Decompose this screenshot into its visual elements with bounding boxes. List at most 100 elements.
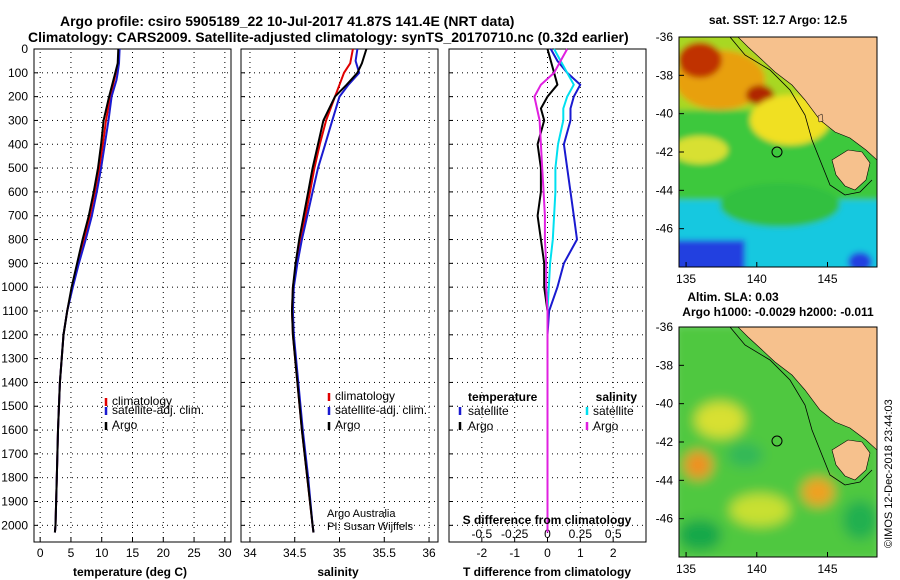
grid-dot [497,310,498,312]
grid-dot [612,197,614,198]
grid-dot [457,262,458,264]
grid-dot [249,202,251,203]
grid-dot [67,524,68,526]
grid-dot [579,197,581,198]
grid-dot [122,286,123,288]
grid-dot [339,292,340,293]
grid-dot [284,239,285,241]
grid-dot [101,247,103,248]
grid-dot [577,72,578,74]
grid-dot [299,429,300,431]
grid-dot [224,132,226,133]
map-ytick-label: -44 [656,473,674,487]
grid-dot [132,432,133,433]
grid-dot [249,267,251,268]
grid-dot [72,453,73,455]
grid-dot [70,362,72,363]
grid-dot [222,191,223,193]
grid-dot [404,358,405,360]
grid-dot [269,334,270,336]
grid-dot [162,447,164,448]
grid-dot [637,48,638,50]
grid-dot [72,167,73,169]
grid-dot [612,352,614,353]
grid-dot [70,232,72,233]
grid-dot [70,132,72,133]
grid-dot [632,310,633,312]
grid-dot [394,72,395,74]
grid-dot [409,429,410,431]
grid-dot [481,252,483,253]
grid-dot [339,372,340,373]
grid-dot [227,429,228,431]
grid-dot [339,62,340,63]
grid-dot [517,429,518,431]
grid-dot [142,96,143,98]
grid-dot [592,334,593,336]
grid-dot [383,277,385,278]
grid-dot [514,377,516,378]
grid-dot [82,72,83,74]
grid-dot [428,467,430,468]
xtick-label: 34.5 [283,546,307,560]
grid-dot [162,157,164,158]
grid-dot [39,522,41,523]
grid-dot [294,167,295,169]
grid-dot [57,501,58,503]
grid-dot [70,472,72,473]
grid-dot [507,358,508,360]
grid-dot [404,119,405,121]
grid-dot [101,52,103,53]
grid-dot [607,286,608,288]
grid-dot [193,242,195,243]
grid-dot [132,524,133,526]
grid-dot [622,72,623,74]
grid-dot [132,502,133,503]
grid-dot [587,167,588,169]
grid-dot [304,381,305,383]
grid-dot [101,447,103,448]
grid-dot [294,242,296,243]
grid-dot [472,524,473,526]
grid-dot [294,402,296,403]
grid-dot [587,334,588,336]
grid-dot [339,207,340,208]
grid-dot [622,167,623,169]
grid-dot [339,117,340,118]
grid-dot [507,334,508,336]
grid-dot [339,272,340,273]
grid-dot [497,286,498,288]
grid-dot [477,239,478,241]
grid-dot [354,72,355,74]
grid-dot [249,352,251,353]
grid-dot [514,352,516,353]
grid-dot [389,96,390,98]
grid-dot [612,422,614,423]
grid-dot [101,522,103,523]
grid-dot [112,191,113,193]
grid-dot [579,527,581,528]
grid-dot [132,297,133,298]
grid-dot [259,143,260,145]
grid-dot [39,107,41,108]
grid-dot [289,477,290,479]
grid-dot [147,262,148,264]
map-ytick-label: -38 [656,358,674,372]
grid-dot [428,257,430,258]
grid-dot [414,524,415,526]
grid-dot [497,358,498,360]
grid-dot [472,143,473,145]
grid-dot [162,172,164,173]
grid-dot [67,96,68,98]
grid-dot [132,132,133,133]
grid-dot [428,432,430,433]
grid-dot [428,377,430,378]
grid-dot [482,262,483,264]
grid-dot [612,524,613,526]
grid-dot [162,442,164,443]
grid-dot [502,286,503,288]
grid-dot [617,119,618,121]
grid-dot [319,358,320,360]
grid-dot [364,48,365,50]
grid-dot [329,286,330,288]
